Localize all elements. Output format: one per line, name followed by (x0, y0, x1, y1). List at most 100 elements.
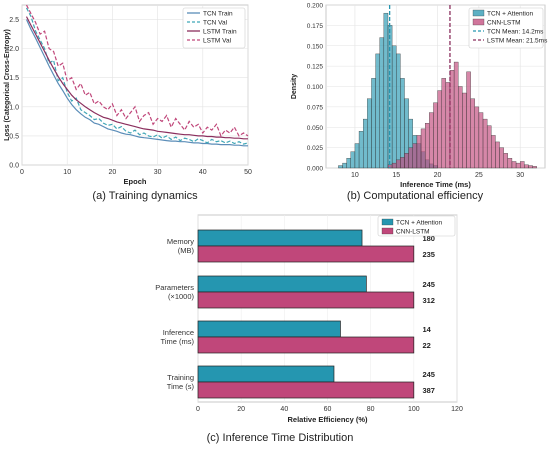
legend-swatch (472, 9, 485, 17)
histogram-bar (391, 162, 397, 169)
histogram-bar (507, 158, 513, 169)
histogram-bar (354, 143, 360, 169)
bar (197, 291, 415, 309)
y-tick-label: 0.075 (307, 104, 324, 111)
y-tick-label: 0.100 (307, 84, 324, 91)
histogram-bar (474, 106, 480, 169)
x-tick-label: 0 (20, 169, 24, 176)
histogram-bar (482, 118, 488, 169)
bar (197, 320, 341, 338)
y-tick-label: 0.125 (307, 64, 324, 71)
histogram-bar (338, 165, 343, 169)
series-line-lstm-train (25, 16, 248, 140)
histogram-bar (342, 162, 347, 169)
legend-box (377, 215, 456, 237)
x-axis-label: Epoch (124, 177, 147, 186)
y-tick-label: 0.150 (307, 43, 324, 50)
legend-label: LSTM Mean: 21.5ms (487, 38, 548, 45)
x-tick-label: 120 (451, 406, 463, 413)
legend: TCN + Attention CNN-LSTM TCN Mean: 14.2ms L… (468, 7, 548, 49)
x-tick-label: 20 (434, 172, 442, 179)
category-label: Parameters (155, 283, 194, 292)
bar-value-label: 387 (422, 386, 435, 395)
legend-label: CNN-LSTM (396, 229, 430, 236)
histogram-bar (528, 165, 533, 169)
legend-label: LSTM Train (203, 29, 237, 36)
computational-efficiency-chart: 10 15 20 25 30 0.000 0.025 0.050 0.075 0.100 0.125… (280, 0, 550, 195)
histogram-bar (350, 151, 356, 169)
x-tick-label: 0 (196, 406, 200, 413)
x-tick-label: 30 (516, 172, 524, 179)
y-tick-label: 0.025 (307, 145, 324, 152)
histogram-bar (400, 78, 405, 169)
computational-efficiency-svg: 10 15 20 25 30 0.000 0.025 0.050 0.075 0.100 0.125… (291, 3, 548, 190)
bar-value-label: 245 (422, 280, 435, 289)
histogram-bar (453, 61, 459, 169)
y-axis-label: Loss (Categorical Cross-Entropy) (4, 29, 11, 141)
training-dynamics-chart: 0 10 20 30 40 50 0.0 0.5 1.0 1.5 2.0 2.5 Epoch Loss (… (0, 0, 275, 195)
y-tick-label: 0.5 (9, 133, 19, 140)
histogram-bar (404, 153, 409, 169)
x-tick-label: 20 (109, 169, 117, 176)
category-label: (×1000) (168, 292, 195, 301)
series-line-tcn-train (25, 19, 248, 147)
category-label: Time (ms) (161, 337, 195, 346)
bar-value-label: 312 (422, 296, 435, 305)
histogram-bar (396, 159, 401, 169)
histogram-bar (424, 123, 430, 169)
y-tick-label: 0.200 (307, 3, 324, 10)
caption-b: (b) Computational efficiency (346, 190, 484, 202)
category-label: Time (s) (167, 382, 195, 391)
bar-value-label: 235 (422, 250, 435, 259)
x-tick-label: 10 (63, 169, 71, 176)
x-tick-label: 100 (408, 406, 420, 413)
histogram-bar (408, 147, 413, 169)
inference-time-chart: 0 20 40 60 80 100 120 Relative Efficiency (%) Me… (110, 212, 470, 430)
histogram-bar (524, 164, 529, 169)
bar (197, 336, 415, 354)
legend-box (468, 7, 544, 49)
histogram-bar (491, 135, 496, 169)
bar-value-label: 245 (422, 370, 435, 379)
bar-value-label: 22 (422, 341, 430, 350)
y-tick-label: 2.0 (9, 46, 19, 53)
legend-label: CNN-LSTM (487, 20, 521, 27)
histogram-bar (358, 131, 364, 169)
histogram-bar (346, 158, 351, 169)
histogram-bar (400, 157, 405, 169)
histogram-bar (367, 98, 372, 169)
histogram-bar (511, 161, 517, 169)
x-tick-label: 10 (351, 172, 359, 179)
histogram-bar (412, 143, 418, 169)
legend-swatch (472, 18, 485, 26)
x-tick-label: 25 (475, 172, 483, 179)
histogram-bar (371, 78, 376, 169)
histogram-bar (437, 90, 442, 169)
series-line-tcn-val (25, 7, 249, 145)
y-tick-label: 0.0 (9, 163, 19, 170)
legend-label: TCN Mean: 14.2ms (487, 29, 544, 36)
bar (197, 229, 363, 247)
histogram-bar (486, 125, 492, 169)
x-axis-label: Relative Efficiency (%) (287, 415, 368, 424)
y-tick-label: 0.050 (307, 125, 324, 132)
histogram-bar (462, 92, 467, 169)
histogram-bar (383, 12, 389, 169)
x-tick-label: 30 (154, 169, 162, 176)
legend-label: TCN Val (203, 20, 228, 27)
bar-value-label: 14 (422, 325, 431, 334)
legend-swatch (381, 227, 394, 235)
histogram-bar (420, 128, 426, 169)
histogram-bar (466, 71, 471, 169)
histogram-bar (433, 102, 438, 169)
bar (197, 381, 415, 399)
x-tick-label: 15 (392, 172, 400, 179)
x-tick-label: 80 (367, 406, 375, 413)
bar (197, 245, 415, 263)
histogram-bar (441, 78, 447, 169)
legend: TCN + Attention CNN-LSTM (377, 215, 456, 237)
category-label: Memory (167, 237, 194, 246)
legend-label: TCN Train (203, 11, 233, 18)
bar (197, 365, 335, 383)
x-tick-label: 50 (244, 169, 252, 176)
